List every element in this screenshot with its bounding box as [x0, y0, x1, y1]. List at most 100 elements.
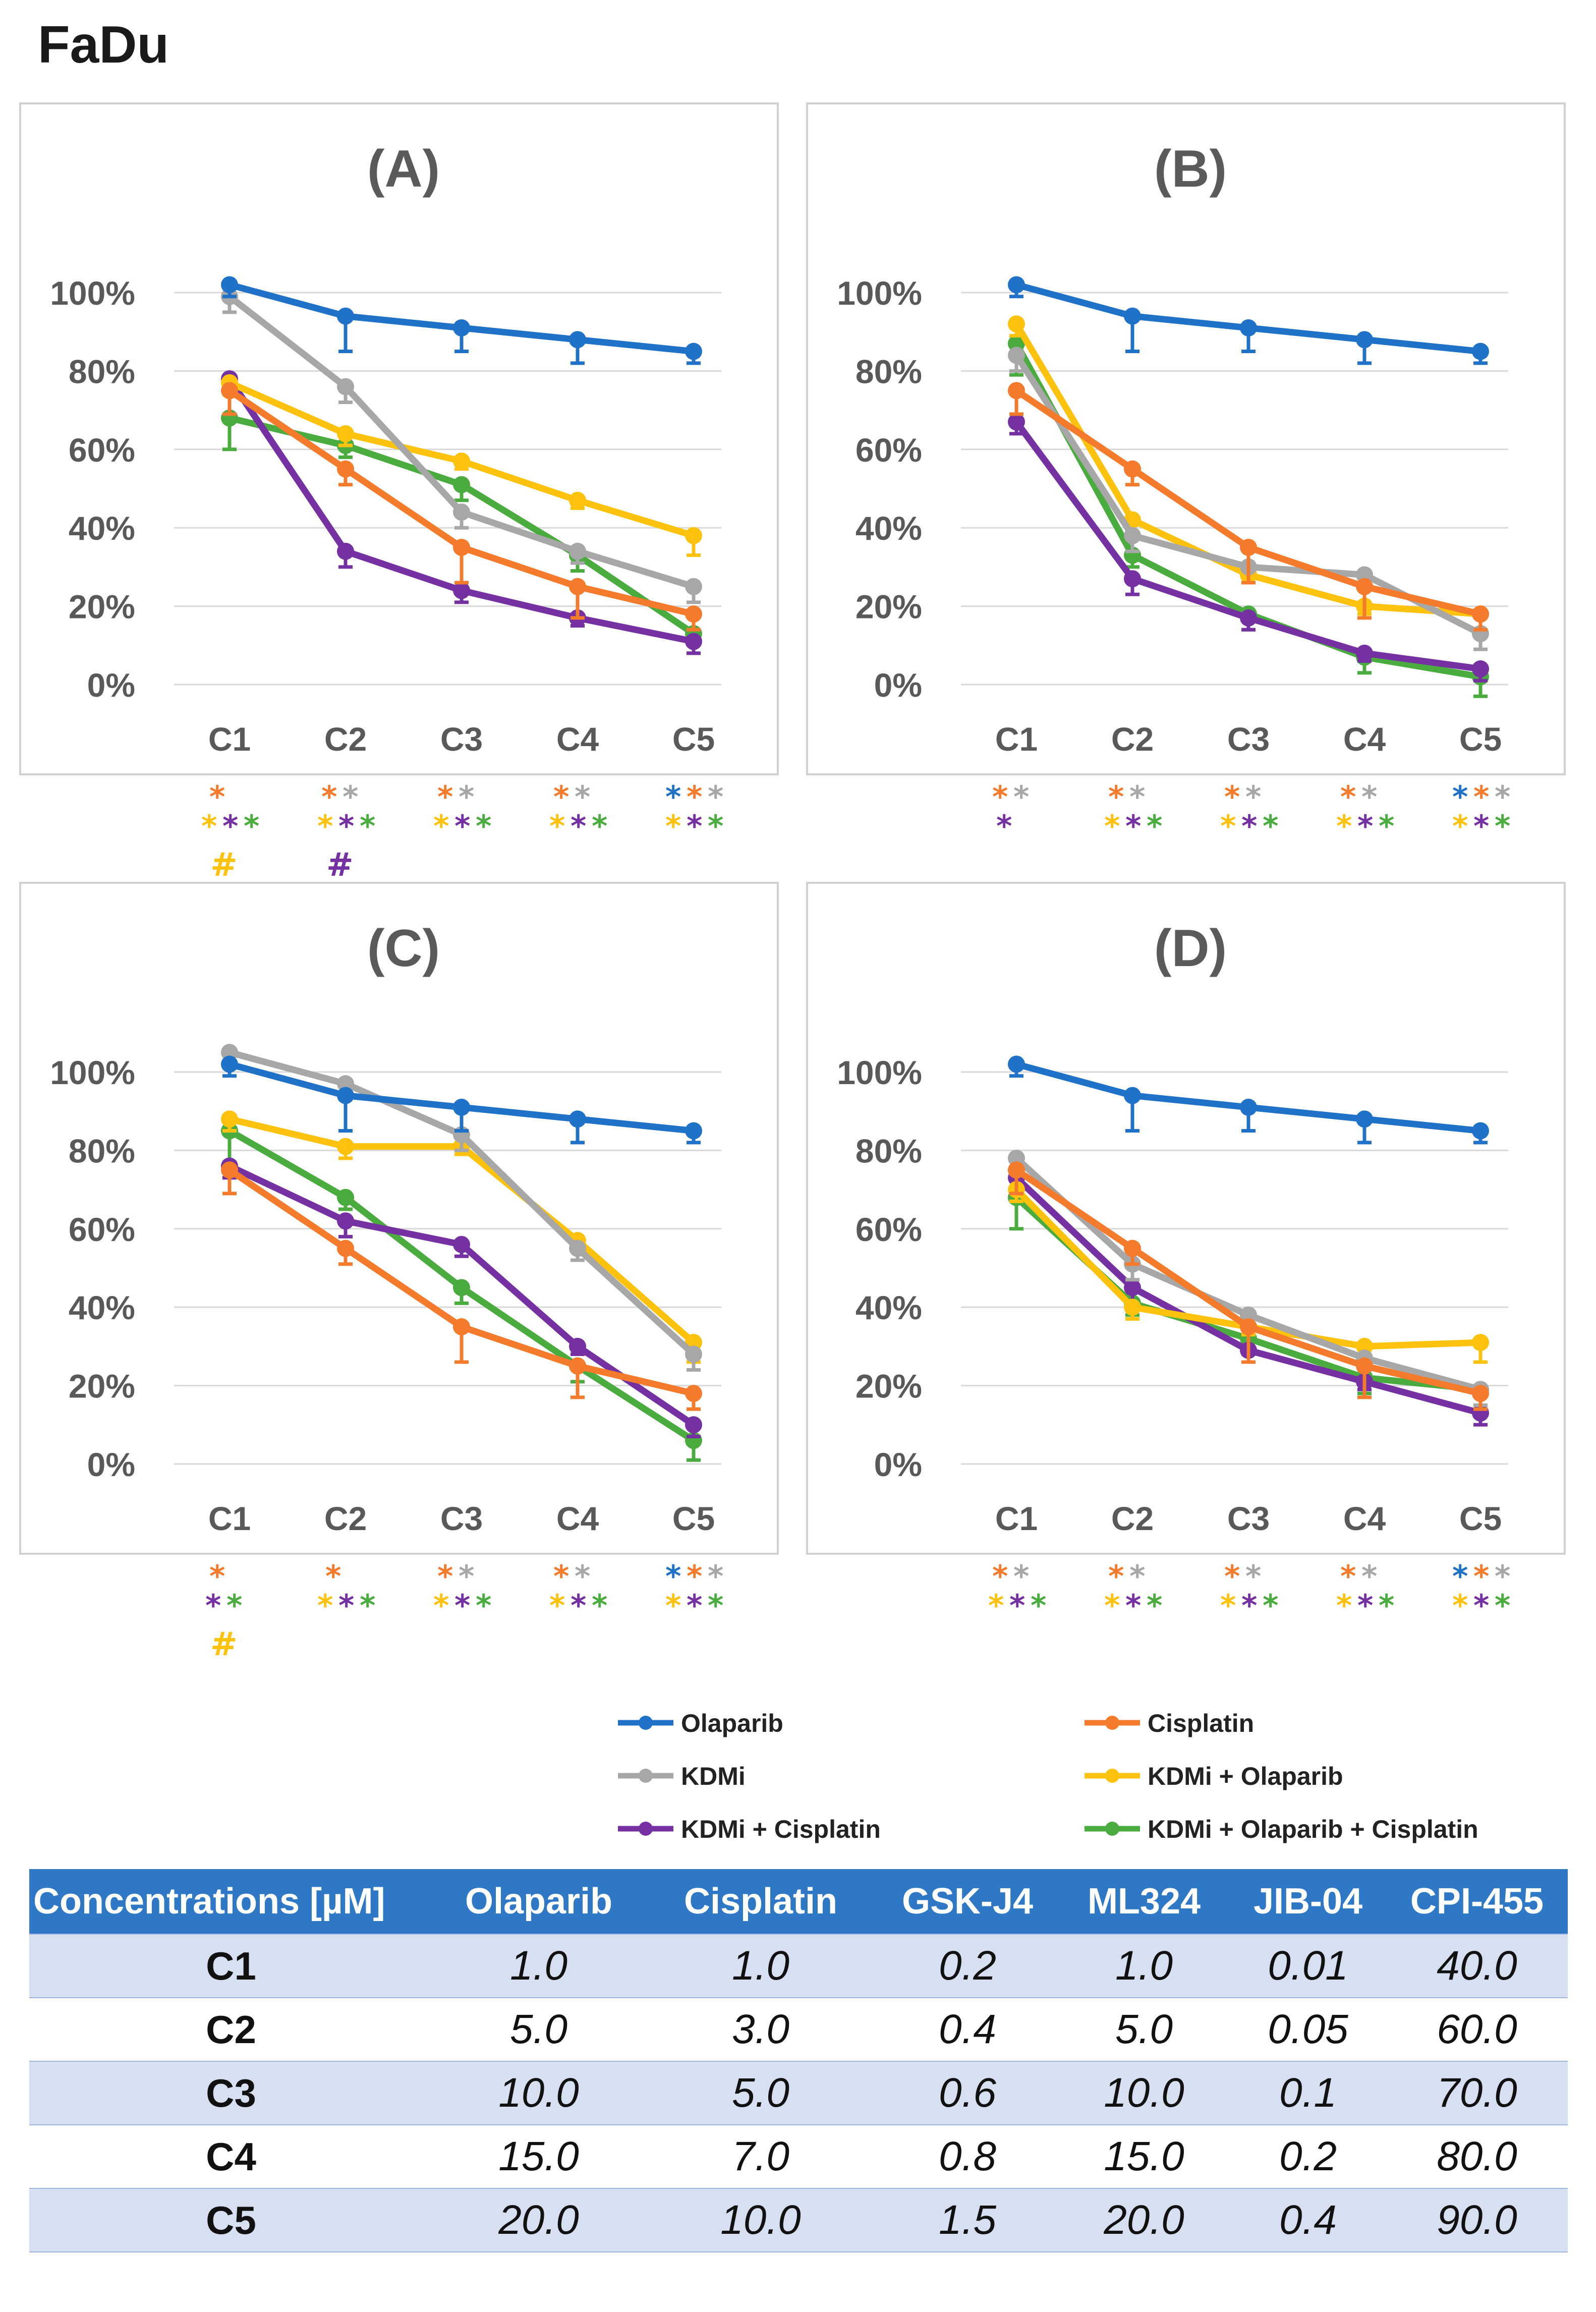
data-point — [1124, 460, 1141, 478]
significance-asterisk: * — [1129, 779, 1145, 815]
data-point — [569, 542, 586, 560]
y-tick-label: 100% — [837, 274, 922, 312]
series-cisplatin — [1008, 1161, 1489, 1411]
significance-asterisk: * — [687, 1559, 702, 1594]
significance-asterisk: * — [1495, 1588, 1510, 1623]
significance-asterisk: * — [1129, 1559, 1145, 1594]
y-tick-label: 0% — [874, 666, 922, 704]
significance-asterisk: * — [553, 1559, 569, 1594]
legend-label: KDMi — [681, 1762, 746, 1790]
chart-panel-b: (B)0%20%40%60%80%100%C1 C2 C3 C4 C5* *** ** * **… — [806, 102, 1566, 844]
significance-asterisk: * — [687, 809, 702, 844]
data-point — [221, 1044, 238, 1061]
data-point — [1008, 276, 1025, 294]
data-point — [453, 1318, 470, 1336]
data-point — [1008, 315, 1025, 333]
data-point — [337, 460, 354, 478]
table-cell: 0.2 — [877, 1934, 1058, 1998]
legend-label: KDMi + Olaparib — [1148, 1762, 1343, 1790]
x-tick-label: C2 — [1111, 720, 1154, 758]
data-point — [569, 331, 586, 349]
significance-asterisk: * — [575, 779, 590, 815]
data-point — [569, 1337, 586, 1355]
x-tick-label: C5 — [1459, 1500, 1502, 1537]
legend-item-olaparib: Olaparib — [618, 1709, 783, 1737]
table-row-label: C5 — [29, 2188, 433, 2252]
data-point — [1124, 307, 1141, 325]
significance-asterisk: * — [317, 1588, 333, 1623]
data-point — [1356, 1357, 1373, 1375]
data-point — [1008, 1161, 1025, 1179]
data-point — [1008, 413, 1025, 431]
y-tick-label: 60% — [856, 1211, 922, 1248]
data-point — [1008, 347, 1025, 364]
x-tick-label: C3 — [1227, 720, 1270, 758]
significance-asterisk: * — [459, 1559, 474, 1594]
y-tick-label: 0% — [87, 1446, 135, 1483]
data-point — [337, 1138, 354, 1155]
x-tick-label: C5 — [672, 720, 715, 758]
table-cell: 0.4 — [877, 1997, 1058, 2062]
significance-asterisk: * — [1361, 1559, 1377, 1594]
data-point — [337, 425, 354, 442]
x-tick-label: C2 — [324, 1500, 367, 1537]
table-cell: 0.2 — [1230, 2124, 1386, 2189]
y-tick-label: 40% — [69, 1289, 135, 1326]
x-tick-label: C3 — [440, 720, 483, 758]
x-tick-label: C2 — [1111, 1500, 1154, 1537]
significance-asterisk: * — [708, 779, 723, 815]
significance-asterisk: * — [454, 1588, 470, 1623]
data-point — [1124, 527, 1141, 544]
significance-asterisk: * — [1336, 809, 1352, 844]
significance-asterisk: * — [1357, 1588, 1373, 1623]
significance-asterisk: * — [222, 809, 238, 844]
data-point — [337, 1239, 354, 1257]
significance-asterisk: * — [476, 1588, 491, 1623]
significance-asterisk: * — [553, 779, 569, 815]
table-cell: 40.0 — [1386, 1934, 1568, 1998]
significance-asterisk: * — [992, 1559, 1008, 1594]
significance-asterisk: * — [1452, 809, 1468, 844]
significance-asterisk: * — [1495, 809, 1510, 844]
data-point — [1356, 578, 1373, 595]
significance-asterisk: * — [992, 779, 1008, 815]
data-point — [337, 1189, 354, 1206]
significance-asterisk: * — [1340, 1559, 1356, 1594]
data-point — [1008, 1055, 1025, 1073]
significance-hash: # — [210, 1626, 238, 1663]
significance-asterisk: * — [1473, 779, 1489, 815]
table-cell: 20.0 — [433, 2188, 645, 2252]
data-point — [569, 1110, 586, 1128]
table-header-cell: Cisplatin — [645, 1869, 877, 1934]
table-header-cell: ML324 — [1058, 1869, 1230, 1934]
data-point — [337, 1212, 354, 1230]
chart-frame — [19, 882, 779, 1555]
significance-asterisk: * — [226, 1588, 242, 1623]
significance-asterisk: * — [1473, 1588, 1489, 1623]
significance-asterisk: * — [1357, 809, 1373, 844]
table-cell: 15.0 — [1058, 2124, 1230, 2189]
significance-asterisk: * — [1147, 1588, 1162, 1623]
significance-asterisk: * — [665, 1559, 681, 1594]
data-point — [221, 382, 238, 400]
data-point — [1472, 1122, 1489, 1140]
significance-asterisk: * — [592, 809, 607, 844]
y-tick-label: 20% — [856, 588, 922, 626]
data-point — [453, 476, 470, 493]
table-header-cell: Olaparib — [433, 1869, 645, 1934]
table-header-cell: CPI-455 — [1386, 1869, 1568, 1934]
data-point — [1008, 1149, 1025, 1167]
significance-asterisk: * — [687, 1588, 702, 1623]
significance-asterisk: * — [1245, 779, 1261, 815]
chart-panel-c: (C)0%20%40%60%80%100%C1 C2 C3 C4 C5** *#** * **… — [19, 882, 779, 1663]
significance-asterisk: * — [708, 809, 723, 844]
data-point — [685, 605, 702, 623]
figure-title: FaDu — [38, 16, 169, 74]
table-cell: 1.0 — [1058, 1934, 1230, 1998]
data-point — [337, 1075, 354, 1093]
significance-asterisk: * — [1220, 1588, 1236, 1623]
data-point — [337, 542, 354, 560]
significance-asterisk: * — [454, 809, 470, 844]
series-cisplatin — [221, 1161, 702, 1411]
data-point — [1240, 609, 1257, 627]
